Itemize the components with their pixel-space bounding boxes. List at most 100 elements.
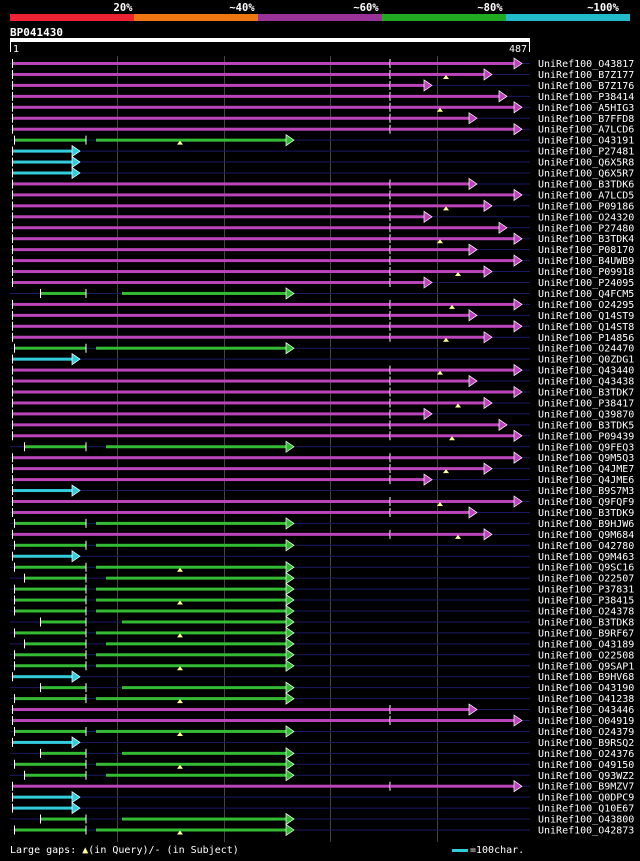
hit-id-label: UniRef100_A5HIG3 [538,103,634,114]
hit-end-arrow [483,462,493,475]
scale-legend-text: =100char. [470,845,525,856]
hit-segment [12,708,390,712]
hit-segment [390,116,475,120]
hit-id-label: UniRef100_B3TDK5 [538,420,634,431]
hit-id-label: UniRef100_B9RSQ2 [538,738,634,749]
hit-segment [390,302,520,306]
hit-segment [390,105,520,109]
hit-id-label: UniRef100_P27480 [538,223,634,234]
hit-segment [390,248,475,252]
hit-id-label: UniRef100_B3TDK6 [538,179,634,190]
hit-end-arrow [71,670,81,683]
hit-segment [14,138,86,142]
hit-segment [14,565,86,569]
hit-segment [390,719,520,722]
hit-segment [390,127,520,131]
hit-segment [12,313,390,317]
hit-segment [106,642,292,646]
hit-segment [14,631,86,635]
hit-id-label: UniRef100_Q4JME6 [538,475,634,486]
hit-id-label: UniRef100_Q0DPC9 [538,793,634,804]
hit-end-arrow [423,79,433,92]
hit-segment [390,532,490,536]
hit-end-arrow [71,484,81,497]
hit-id-label: UniRef100_O04919 [538,716,634,727]
hit-end-arrow [285,440,295,453]
hit-segment [122,686,292,690]
hit-id-label: UniRef100_O43191 [538,136,634,147]
query-gap-marker [455,272,461,277]
hit-segment [12,740,78,744]
hit-id-label: UniRef100_Q4FCM5 [538,289,634,300]
hit-end-arrow [71,144,81,158]
hit-segment [12,434,390,438]
hit-segment [12,795,78,799]
hit-segment [24,445,86,449]
hit-end-arrow [513,780,523,793]
coverage-segment [10,14,134,21]
hit-segment [24,773,86,777]
hit-segment [12,204,390,208]
hit-segment [12,127,390,131]
query-gap-marker [437,107,443,112]
hit-id-label: UniRef100_O24378 [538,607,634,618]
hit-end-arrow [71,166,81,180]
hit-segment [12,248,390,252]
hit-segment [390,72,490,76]
hit-end-arrow [498,418,508,432]
hit-end-arrow [285,747,295,760]
legend-query-text: (in Query)/- (in Subject) [88,845,239,856]
hit-segment [390,281,430,284]
hit-segment [14,762,86,766]
hit-end-arrow [483,331,493,344]
hit-segment [96,543,292,547]
hit-end-arrow [483,68,493,81]
hit-segment [12,379,390,383]
hit-end-arrow [513,254,523,267]
hit-end-arrow [285,342,295,355]
hit-end-arrow [285,659,295,672]
hit-id-label: UniRef100_O43190 [538,683,634,694]
hit-id-label: UniRef100_O24470 [538,344,634,355]
hit-segment [96,598,292,602]
hit-end-arrow [468,243,478,256]
hit-segment [40,620,86,624]
query-gap-marker [437,370,443,375]
ruler-end-label: 487 [509,44,527,55]
hit-segment [390,193,520,197]
coverage-label: ~60% [353,2,379,14]
hit-end-arrow [423,276,433,289]
hit-segment [96,664,292,668]
hit-segment [96,587,292,591]
hit-segment [40,686,86,690]
hit-end-arrow [423,210,433,223]
hit-id-label: UniRef100_Q9FQF9 [538,497,634,508]
query-gap-marker [443,74,449,79]
query-gap-marker [437,502,443,506]
hit-segment [390,62,520,65]
hit-segment [12,105,390,109]
hit-id-label: UniRef100_Q14ST9 [538,311,634,322]
hit-segment [390,83,430,87]
hit-id-label: UniRef100_Q9FEQ3 [538,442,634,453]
scale-legend: =100char. [452,845,524,856]
hit-end-arrow [513,298,523,311]
hit-id-label: UniRef100_O43189 [538,639,634,650]
hit-segment [12,489,78,493]
query-gap-marker [177,140,183,145]
hit-segment [12,226,390,230]
hit-segment [390,259,520,263]
hit-id-label: UniRef100_P09918 [538,267,634,278]
hit-segment [390,708,475,712]
coverage-segment [382,14,506,21]
hit-end-arrow [468,506,478,519]
hit-id-label: UniRef100_B7Z177 [538,70,634,81]
hit-segment [106,445,292,449]
hit-segment [12,401,390,405]
query-gap-marker [177,567,183,572]
hit-segment [12,719,390,722]
hit-id-label: UniRef100_B9RF67 [538,628,634,639]
query-ruler [10,38,530,42]
hit-id-label: UniRef100_P14856 [538,333,634,344]
